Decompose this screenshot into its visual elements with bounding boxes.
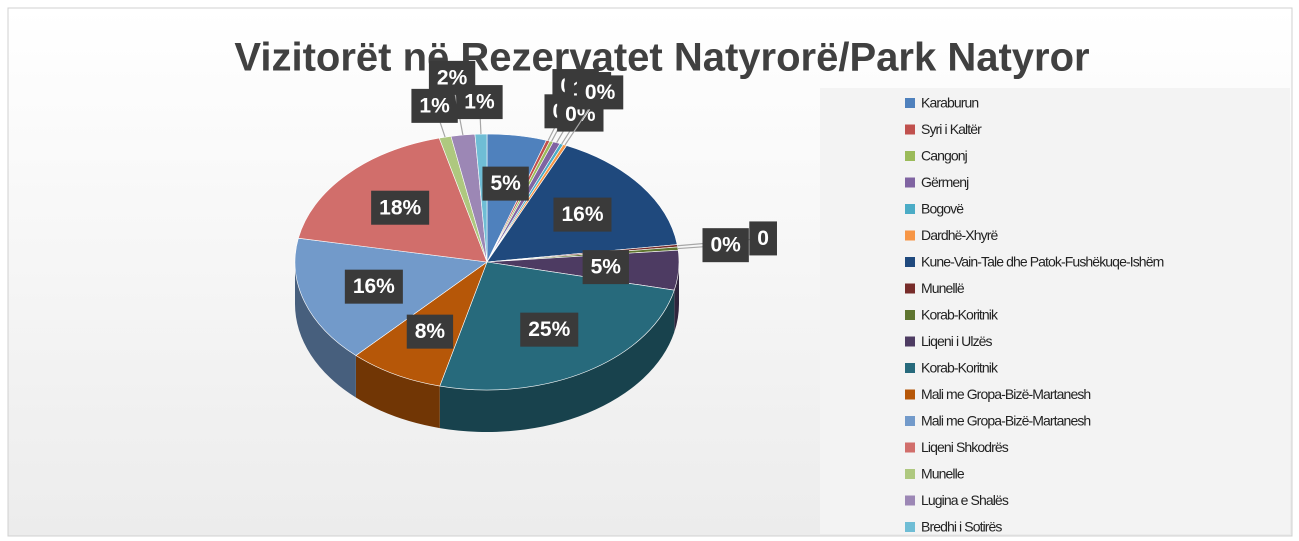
data-label-box [371,190,430,225]
pie-sides [295,262,679,433]
data-label: 0% [710,234,741,257]
legend-swatch [905,151,915,161]
data-label: 1% [464,91,495,114]
legend-label: Karaburun [921,95,978,111]
data-label-box [406,314,454,349]
legend-swatch [905,310,915,320]
data-label: 5% [490,172,521,195]
data-label: 8% [415,320,446,343]
legend-swatch [905,204,915,214]
legend-label: Bredhi i Sotirës [921,519,1002,535]
data-labels: 5%0%0%1%0%0%16%00%5%25%8%16%18%1%2%1% [344,60,777,349]
data-label-box [749,221,777,256]
legend-label: Syri i Kaltër [921,121,982,137]
chart-title: Vizitorët në Rezervatet Natyrorë/Park Na… [234,36,1089,80]
data-label-box [344,269,403,304]
legend-label: Mali me Gropa-Bizë-Martanesh [921,413,1090,429]
legend-swatch [905,416,915,426]
legend-swatch [905,442,915,453]
legend-label: Liqeni Shkodrës [921,439,1009,455]
data-label-box [482,166,529,201]
data-label: 1% [419,94,450,117]
legend-label: Korab-Koritnik [921,360,999,376]
data-label: 5% [591,256,622,279]
legend-swatch [905,522,915,532]
legend-swatch [905,230,915,241]
legend-panel [820,88,1290,534]
legend-swatch [905,177,915,188]
legend-swatch [905,257,915,267]
legend-label: Munellë [921,280,965,296]
data-label-box [702,228,749,263]
legend-swatch [905,336,915,347]
slice-side [674,262,679,333]
legend-swatch [905,469,915,479]
legend-label: Munelle [921,466,965,482]
data-label-box [456,85,503,120]
legend-label: Liqeni i Ulzës [921,333,993,349]
data-label: 16% [353,275,395,298]
legend: Karaburun Syri i Kaltër Cangonj Gërmenj Bogo… [905,95,1164,535]
legend-swatch [905,389,915,400]
legend-label: Lugina e Shalës [921,492,1009,508]
legend-label: Cangonj [921,148,968,164]
data-label-box [582,250,629,285]
legend-label: Korab-Koritnik [921,307,999,323]
legend-label: Dardhë-Xhyrë [921,227,998,243]
data-label-box [576,75,624,110]
slice-side [355,355,440,429]
legend-swatch [905,495,915,506]
data-label: 18% [379,196,421,219]
data-label-box [553,197,612,232]
legend-label: Mali me Gropa-Bizë-Martanesh [921,386,1090,402]
data-label: 16% [561,203,603,226]
legend-swatch [905,124,915,135]
legend-label: Kune-Vain-Tale dhe Patok-Fushëkuqe-Ishëm [921,254,1164,270]
legend-label: Bogovë [921,201,964,217]
data-label-box [520,312,579,347]
legend-swatch [905,283,915,294]
data-label: 0 [757,227,769,250]
legend-label: Gërmenj [921,174,969,190]
data-label: 0% [585,81,616,104]
slice-side [439,290,675,433]
legend-swatch [905,363,915,373]
legend-swatch [905,98,915,108]
slice-side [295,262,356,398]
data-label: 2% [437,66,468,89]
data-label: 25% [528,318,570,341]
